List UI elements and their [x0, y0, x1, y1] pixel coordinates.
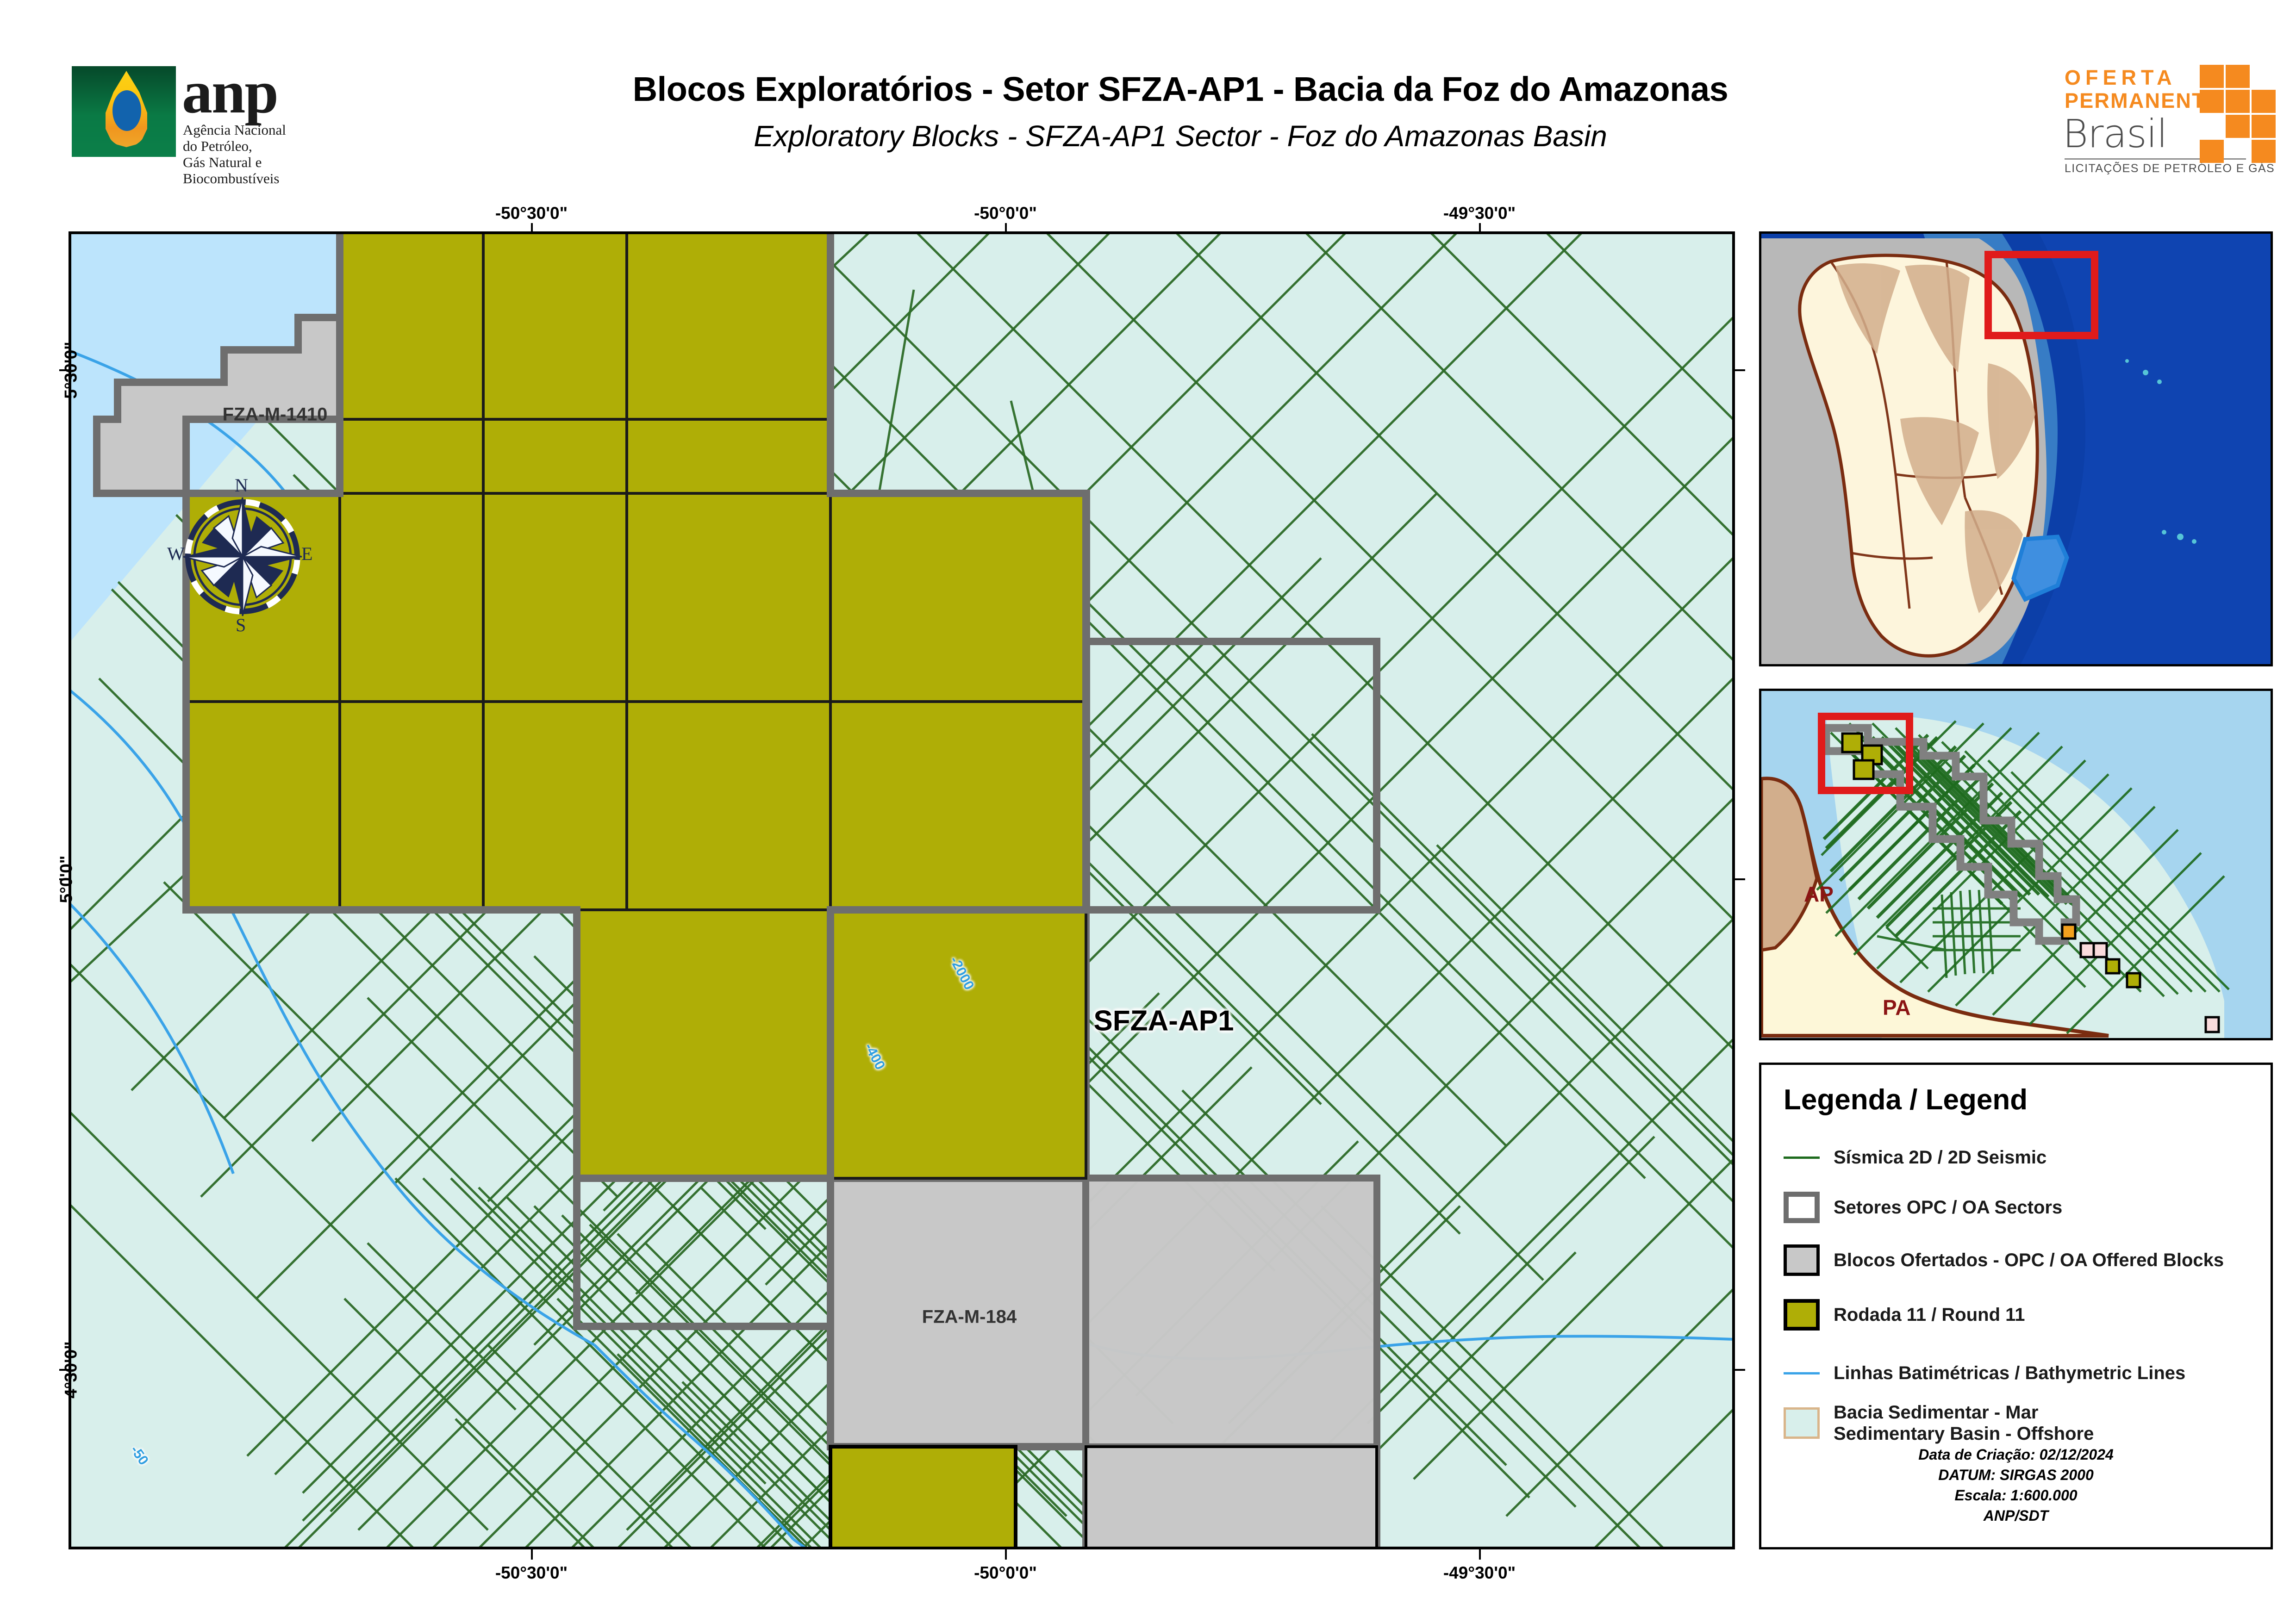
opb-square-icon	[2226, 90, 2250, 113]
longitude-label-bottom-2: -50°0'0"	[974, 1563, 1037, 1582]
compass-label-e: E	[301, 543, 313, 564]
seismic-line-icon	[1784, 1142, 1820, 1173]
tick-right-2	[1735, 878, 1745, 880]
anp-subtitle: Agência Nacional do Petróleo, Gás Natura…	[183, 122, 286, 187]
legend-label: Linhas Batimétricas / Bathymetric Lines	[1834, 1363, 2186, 1383]
legend-panel: Legenda / Legend Sísmica 2D / 2D Seismic…	[1759, 1063, 2273, 1549]
round11-blocks	[185, 234, 1087, 1547]
legend-label: Bacia Sedimentar - Mar Sedimentary Basin…	[1834, 1402, 2094, 1444]
offered-block-icon	[1784, 1244, 1820, 1276]
basin-box-icon	[1784, 1407, 1820, 1439]
opb-square-icon	[2252, 140, 2276, 163]
tick-left-2	[59, 878, 69, 880]
compass-label-n: N	[235, 475, 248, 496]
legend-label: Setores OPC / OA Sectors	[1834, 1197, 2063, 1218]
anp-logo: anp Agência Nacional do Petróleo, Gás Na…	[72, 58, 359, 187]
opb-line2: PERMANENTE	[2065, 89, 2221, 112]
block-label-fza-m-1410: FZA-M-1410	[222, 404, 328, 425]
legend-item-sectors: Setores OPC / OA Sectors	[1784, 1192, 2062, 1223]
map-metadata: Data de Criação: 02/12/2024 DATUM: SIRGA…	[1918, 1446, 2114, 1524]
main-map[interactable]: FZA-M-1410 FZA-M-184 SFZA-AP1 -2000 -400…	[69, 231, 1735, 1549]
sector-box-icon	[1784, 1192, 1820, 1223]
page-title: Blocos Exploratórios - Setor SFZA-AP1 - …	[632, 70, 1728, 108]
legend-item-round11: Rodada 11 / Round 11	[1784, 1299, 2025, 1331]
longitude-label-bottom-3: -49°30'0"	[1443, 1563, 1516, 1582]
sector-label: SFZA-AP1	[1093, 1005, 1234, 1037]
opb-square-icon	[2226, 65, 2250, 88]
offered-blocks	[93, 234, 1380, 1547]
opb-square-icon	[2200, 65, 2224, 88]
compass-label-w: W	[167, 543, 185, 564]
tick-right-3	[1735, 1369, 1745, 1371]
longitude-label-top-1: -50°30'0"	[495, 204, 568, 223]
tick-bot-1	[531, 1549, 533, 1560]
tick-bot-2	[1005, 1549, 1007, 1560]
tick-top-3	[1479, 223, 1481, 232]
tick-left-3	[59, 1369, 69, 1371]
opb-square-icon	[2200, 90, 2224, 113]
tick-top-1	[531, 223, 533, 232]
opb-tagline: LICITAÇÕES DE PETRÓLEO E GÁS	[2065, 162, 2275, 175]
title-block: Blocos Exploratórios - Setor SFZA-AP1 - …	[537, 69, 1824, 153]
anp-droplet-core-icon	[112, 90, 141, 131]
longitude-label-top-3: -49°30'0"	[1443, 204, 1516, 223]
tick-left-1	[59, 369, 69, 371]
opb-square-icon	[2226, 115, 2250, 138]
block-label-fza-m-184: FZA-M-184	[922, 1306, 1017, 1327]
round11-outer-outline	[182, 234, 1090, 1547]
legend-item-seismic: Sísmica 2D / 2D Seismic	[1784, 1142, 2046, 1173]
state-label-ap: AP	[1804, 882, 1834, 906]
legend-label: Sísmica 2D / 2D Seismic	[1834, 1147, 2047, 1168]
opb-brasil: Brasil	[2063, 111, 2167, 156]
legend-title: Legenda / Legend	[1784, 1084, 2028, 1116]
tick-top-2	[1005, 223, 1007, 232]
opb-square-icon	[2252, 90, 2276, 113]
legend-item-bathymetry: Linhas Batimétricas / Bathymetric Lines	[1784, 1357, 2185, 1389]
bathymetry-line-icon	[1784, 1357, 1820, 1389]
tick-bot-3	[1479, 1549, 1481, 1560]
inset2-locator-box	[1818, 713, 1913, 794]
page-subtitle: Exploratory Blocks - SFZA-AP1 Sector - F…	[754, 119, 1607, 153]
inset-locator-box	[1984, 251, 2098, 339]
inset-map-brazil[interactable]	[1759, 231, 2273, 666]
inset-map-foz-amazonas[interactable]: AP PA	[1759, 689, 2273, 1040]
legend-label: Blocos Ofertados - OPC / OA Offered Bloc…	[1834, 1250, 2224, 1270]
legend-label: Rodada 11 / Round 11	[1834, 1305, 2025, 1325]
opb-square-icon	[2200, 140, 2224, 163]
tick-right-1	[1735, 369, 1745, 371]
round11-box-icon	[1784, 1299, 1820, 1331]
compass-label-s: S	[236, 615, 246, 635]
oferta-permanente-logo: OFERTA PERMANENTE Brasil LICITAÇÕES DE P…	[2063, 60, 2277, 176]
anp-wordmark: anp	[182, 58, 279, 126]
poster-header: anp Agência Nacional do Petróleo, Gás Na…	[0, 0, 2296, 199]
map-vector-layer	[71, 234, 1732, 1547]
longitude-label-bottom-1: -50°30'0"	[495, 1563, 568, 1582]
opb-line1: OFERTA	[2065, 66, 2177, 89]
compass-rose: N S E W	[166, 475, 319, 639]
state-label-pa: PA	[1883, 995, 1911, 1020]
opb-square-icon	[2252, 115, 2276, 138]
legend-item-basin: Bacia Sedimentar - Mar Sedimentary Basin…	[1784, 1402, 2094, 1444]
legend-item-offered-blocks: Blocos Ofertados - OPC / OA Offered Bloc…	[1784, 1244, 2224, 1276]
longitude-label-top-2: -50°0'0"	[974, 204, 1037, 223]
opb-divider	[2065, 158, 2246, 160]
